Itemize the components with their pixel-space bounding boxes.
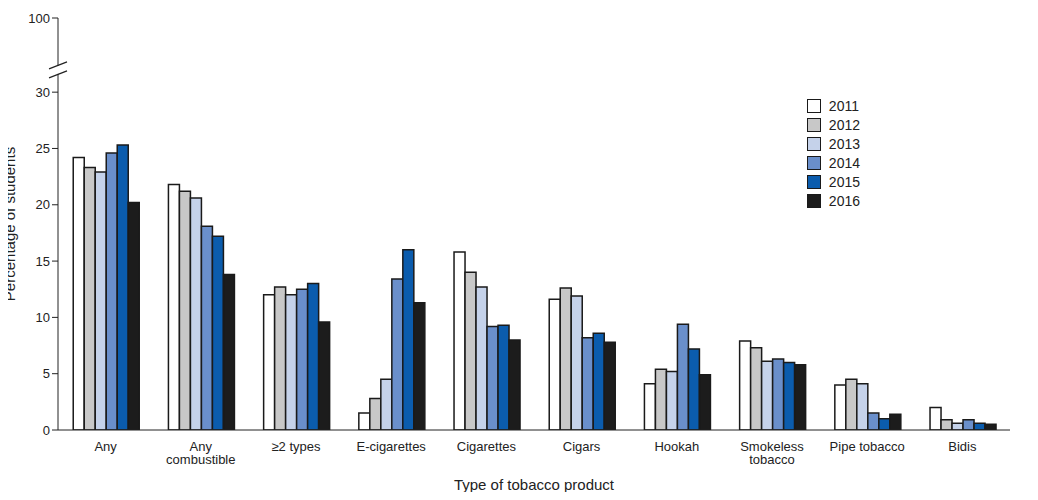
svg-text:Anycombustible: Anycombustible (166, 439, 235, 467)
svg-text:Pipe tobacco: Pipe tobacco (830, 439, 905, 454)
svg-text:Hookah: Hookah (654, 439, 699, 454)
html-text:2011: 2011 (828, 97, 859, 114)
svg-text:E-cigarettes: E-cigarettes (357, 439, 427, 454)
svg-text:0: 0 (43, 423, 50, 438)
svg-text:Smokelesstobacco: Smokelesstobacco (740, 439, 804, 467)
svg-text:5: 5 (43, 366, 50, 381)
html-text:2012: 2012 (828, 116, 860, 133)
svg-text:Cigars: Cigars (563, 439, 601, 454)
html-text:2016: 2016 (828, 192, 860, 209)
svg-text:Cigarettes: Cigarettes (457, 439, 517, 454)
svg-text:100: 100 (28, 11, 50, 26)
svg-text:10: 10 (36, 310, 50, 325)
svg-text:≥2 types: ≥2 types (271, 439, 321, 454)
html-text:2013: 2013 (828, 135, 860, 152)
html-text:2014: 2014 (828, 154, 860, 171)
svg-text:15: 15 (36, 254, 50, 269)
svg-text:Percentage of students: Percentage of students (8, 147, 18, 301)
svg-text:Any: Any (94, 439, 117, 454)
svg-text:Bidis: Bidis (948, 439, 977, 454)
svg-text:Type of tobacco product: Type of tobacco product (454, 476, 615, 492)
svg-text:25: 25 (36, 141, 50, 156)
svg-text:20: 20 (36, 197, 50, 212)
html-text:2015: 2015 (828, 173, 860, 190)
svg-text:30: 30 (36, 85, 50, 100)
